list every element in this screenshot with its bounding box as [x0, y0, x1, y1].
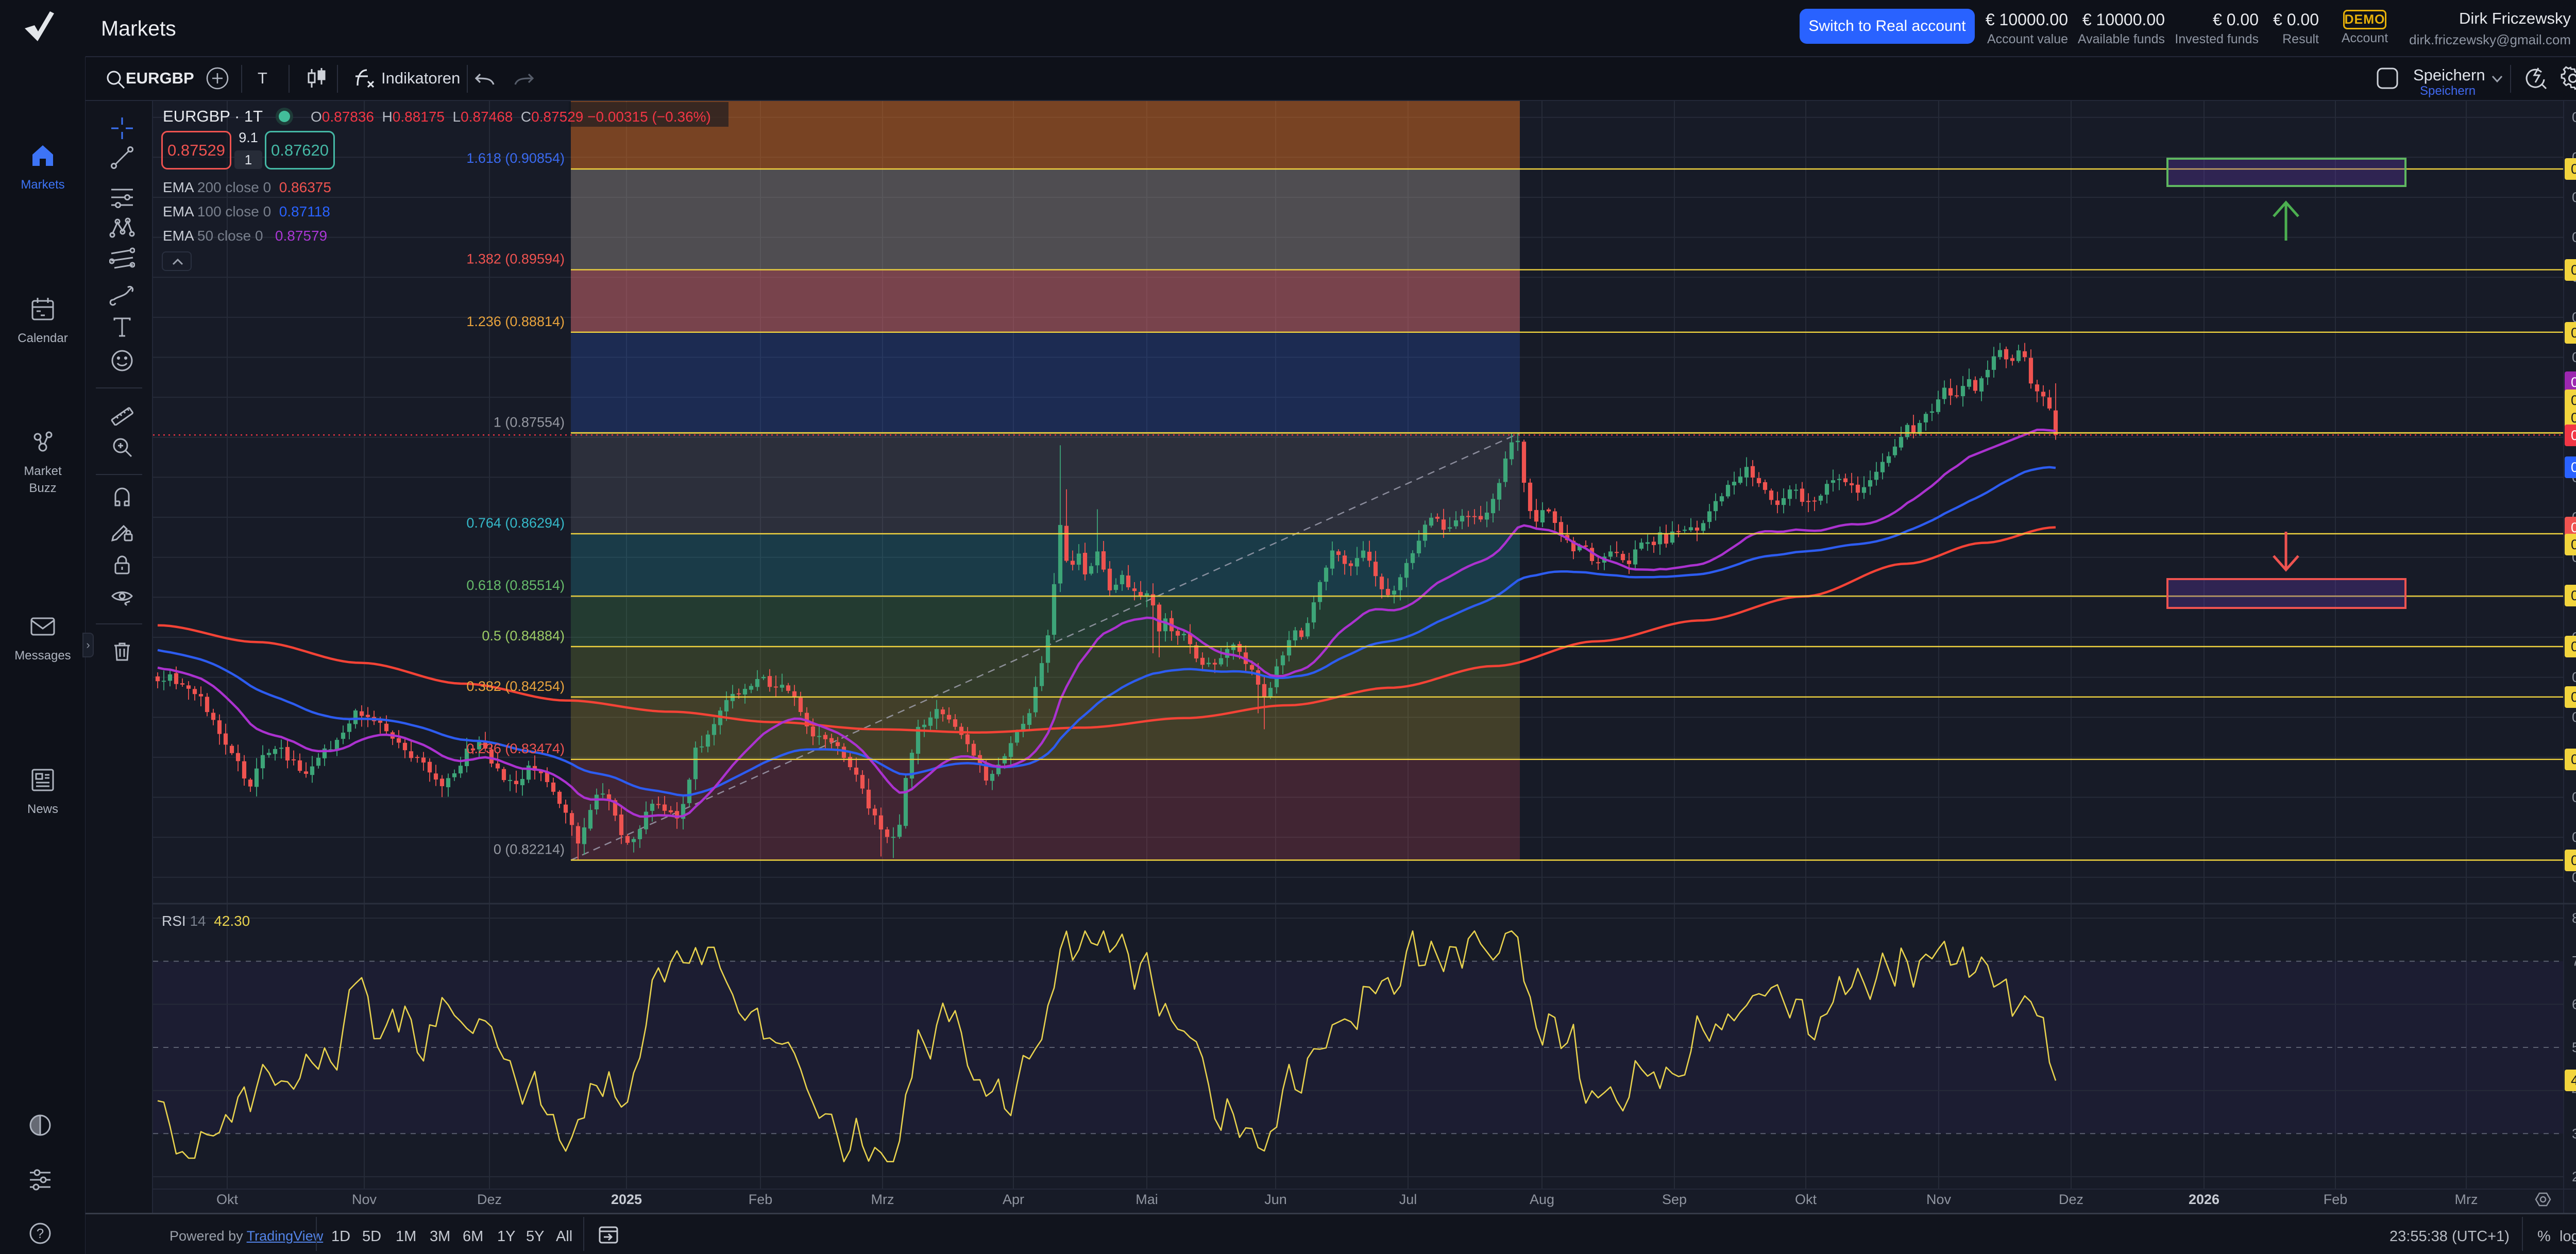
- svg-text:50.00: 50.00: [2572, 1040, 2576, 1055]
- svg-text:0.87579: 0.87579: [2571, 375, 2576, 390]
- svg-text:Dez: Dez: [477, 1192, 502, 1207]
- svg-text:0.88814: 0.88814: [2571, 325, 2576, 341]
- svg-text:Mai: Mai: [1136, 1192, 1158, 1207]
- svg-text:0.87554: 0.87554: [2571, 410, 2576, 426]
- svg-text:Mrz: Mrz: [871, 1192, 894, 1207]
- svg-text:0.90000: 0.90000: [2572, 230, 2576, 245]
- svg-text:0.84254: 0.84254: [2571, 689, 2576, 705]
- svg-text:0.91000: 0.91000: [2572, 149, 2576, 165]
- svg-text:0.82000: 0.82000: [2572, 870, 2576, 885]
- svg-text:2025: 2025: [611, 1192, 642, 1207]
- svg-text:0.88500: 0.88500: [2572, 350, 2576, 365]
- svg-text:0.89594: 0.89594: [2571, 262, 2576, 278]
- svg-text:0.86294: 0.86294: [2571, 537, 2576, 552]
- svg-text:Nov: Nov: [1926, 1192, 1952, 1207]
- svg-text:2026: 2026: [2189, 1192, 2219, 1207]
- svg-text:0.87556: 0.87556: [2571, 393, 2576, 408]
- svg-text:0.618 (0.85514): 0.618 (0.85514): [466, 578, 565, 593]
- svg-text:Feb: Feb: [2324, 1192, 2348, 1207]
- svg-text:0 (0.82214): 0 (0.82214): [494, 842, 565, 857]
- svg-text:?: ?: [37, 1226, 44, 1241]
- svg-text:0.90500: 0.90500: [2572, 190, 2576, 205]
- svg-text:0.85514: 0.85514: [2571, 588, 2576, 603]
- svg-text:60.00: 60.00: [2572, 996, 2576, 1012]
- svg-text:0.82500: 0.82500: [2572, 829, 2576, 845]
- svg-text:0.87118: 0.87118: [2571, 460, 2576, 475]
- svg-text:Jun: Jun: [1264, 1192, 1287, 1207]
- svg-text:0.90854: 0.90854: [2571, 161, 2576, 177]
- svg-text:20.00: 20.00: [2572, 1169, 2576, 1184]
- svg-text:Sep: Sep: [1662, 1192, 1687, 1207]
- svg-text:0.91500: 0.91500: [2572, 110, 2576, 125]
- svg-text:0.84000: 0.84000: [2572, 709, 2576, 725]
- svg-text:1 (0.87554): 1 (0.87554): [494, 414, 565, 430]
- svg-text:70.00: 70.00: [2572, 954, 2576, 969]
- svg-text:0.89000: 0.89000: [2572, 310, 2576, 325]
- svg-text:Okt: Okt: [1795, 1192, 1817, 1207]
- svg-text:0.764 (0.86294): 0.764 (0.86294): [466, 515, 565, 531]
- svg-text:80.00: 80.00: [2572, 910, 2576, 926]
- svg-text:0.84884: 0.84884: [2571, 639, 2576, 654]
- svg-text:0.86375: 0.86375: [2571, 520, 2576, 535]
- svg-text:Okt: Okt: [216, 1192, 239, 1207]
- svg-text:Feb: Feb: [749, 1192, 773, 1207]
- svg-text:0.87529: 0.87529: [2571, 428, 2576, 443]
- svg-text:30.00: 30.00: [2572, 1126, 2576, 1141]
- svg-text:0.82214: 0.82214: [2571, 853, 2576, 868]
- svg-text:0.382 (0.84254): 0.382 (0.84254): [466, 679, 565, 694]
- svg-text:0.83474: 0.83474: [2571, 752, 2576, 767]
- svg-text:Mrz: Mrz: [2455, 1192, 2478, 1207]
- svg-text:1.236 (0.88814): 1.236 (0.88814): [466, 314, 565, 329]
- svg-text:0.84500: 0.84500: [2572, 670, 2576, 685]
- svg-text:Dez: Dez: [2059, 1192, 2083, 1207]
- svg-text:0.5 (0.84884): 0.5 (0.84884): [482, 628, 565, 643]
- svg-text:1.382 (0.89594): 1.382 (0.89594): [466, 251, 565, 267]
- svg-text:Nov: Nov: [352, 1192, 377, 1207]
- svg-text:42.30: 42.30: [2571, 1073, 2576, 1088]
- svg-text:1.618 (0.90854): 1.618 (0.90854): [466, 150, 565, 166]
- svg-text:0.83000: 0.83000: [2572, 790, 2576, 805]
- svg-text:0.86000: 0.86000: [2572, 550, 2576, 565]
- svg-text:0.236 (0.83474): 0.236 (0.83474): [466, 741, 565, 756]
- svg-text:Aug: Aug: [1530, 1192, 1554, 1207]
- svg-text:Jul: Jul: [1399, 1192, 1417, 1207]
- svg-text:Apr: Apr: [1003, 1192, 1024, 1207]
